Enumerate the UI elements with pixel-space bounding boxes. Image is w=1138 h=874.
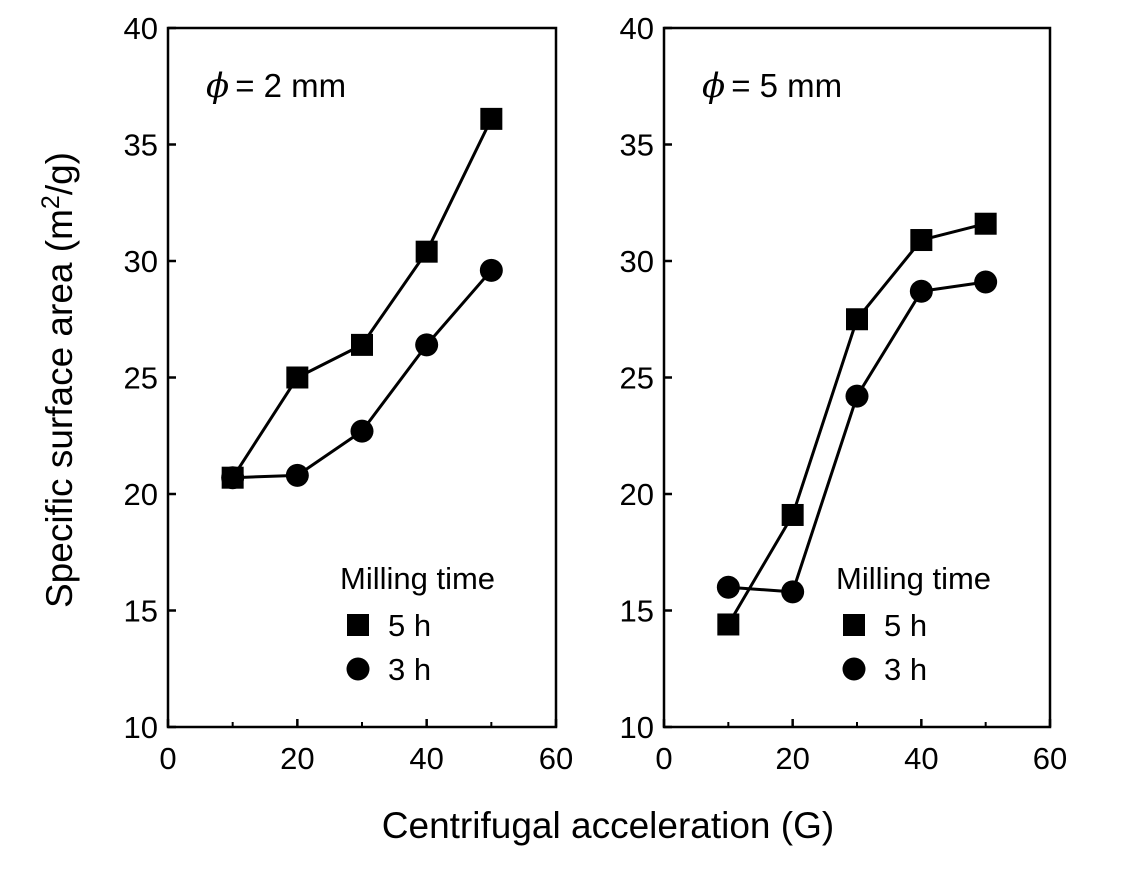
data-point-square bbox=[846, 308, 868, 331]
data-point-square bbox=[910, 229, 933, 252]
legend-label: 3 h bbox=[884, 652, 927, 687]
data-point-square bbox=[480, 107, 503, 130]
data-point-circle bbox=[479, 258, 503, 282]
x-tick-label: 20 bbox=[280, 741, 314, 776]
legend-title: Milling time bbox=[340, 561, 495, 596]
x-axis-title: Centrifugal acceleration (G) bbox=[382, 805, 834, 846]
data-point-square bbox=[286, 366, 309, 389]
legend: Milling time 5 h 3 h bbox=[836, 561, 991, 687]
y-axis-title-unit: /g) bbox=[39, 152, 80, 195]
series-3h-phi-2mm bbox=[221, 258, 503, 490]
y-tick-label: 35 bbox=[620, 128, 654, 163]
data-point-square bbox=[974, 212, 997, 235]
legend: Milling time 5 h 3 h bbox=[340, 561, 495, 687]
y-tick-label: 30 bbox=[124, 244, 158, 279]
legend-title: Milling time bbox=[836, 561, 991, 596]
y-tick-label: 20 bbox=[124, 477, 158, 512]
data-point-circle bbox=[285, 463, 309, 487]
y-axis-title: Specific surface area (m2/g) bbox=[37, 152, 80, 608]
legend-marker-circle bbox=[842, 657, 866, 681]
x-tick-label: 0 bbox=[159, 741, 176, 776]
x-tick-label: 20 bbox=[775, 741, 809, 776]
panel-annotation: ϕ = 2 mm bbox=[206, 66, 346, 106]
y-tick-label: 30 bbox=[620, 244, 654, 279]
legend-label: 5 h bbox=[388, 608, 431, 643]
series-line bbox=[232, 269, 493, 480]
x-tick-label: 40 bbox=[409, 741, 443, 776]
x-tick-label: 40 bbox=[904, 741, 938, 776]
data-point-circle bbox=[845, 384, 869, 408]
data-point-square bbox=[415, 240, 438, 263]
phi-symbol: ϕ bbox=[702, 66, 725, 106]
y-tick-label: 25 bbox=[620, 361, 654, 396]
y-tick-label: 10 bbox=[124, 710, 158, 745]
y-tick-label: 10 bbox=[620, 710, 654, 745]
data-point-circle bbox=[909, 279, 933, 303]
y-tick-label: 25 bbox=[124, 361, 158, 396]
y-axis-title-main: Specific surface area (m bbox=[39, 209, 80, 608]
data-point-square bbox=[351, 333, 373, 356]
legend-label: 5 h bbox=[884, 608, 927, 643]
y-tick-label: 40 bbox=[620, 11, 654, 46]
x-tick-label: 0 bbox=[655, 741, 672, 776]
legend-marker-square bbox=[347, 614, 369, 636]
panel-annotation-value: = 5 mm bbox=[731, 67, 842, 104]
panel-phi-5mm: 0 20 40 60 10 15 20 25 30 35 40 ϕ = 5 mm Milling time… bbox=[620, 11, 1068, 776]
data-point-circle bbox=[415, 333, 439, 357]
series-3h-phi-5mm bbox=[716, 270, 998, 604]
y-axis-title-superscript: 2 bbox=[37, 195, 65, 209]
data-point-circle bbox=[221, 466, 245, 490]
panel-annotation-value: = 2 mm bbox=[235, 67, 346, 104]
data-point-square bbox=[781, 503, 804, 526]
data-point-circle bbox=[350, 419, 374, 443]
y-tick-label: 20 bbox=[620, 477, 654, 512]
data-point-square bbox=[717, 613, 740, 636]
legend-marker-square bbox=[843, 614, 865, 636]
x-tick-label: 60 bbox=[539, 741, 573, 776]
data-point-circle bbox=[974, 270, 998, 294]
y-tick-label: 15 bbox=[124, 594, 158, 629]
panel-annotation: ϕ = 5 mm bbox=[702, 66, 842, 106]
legend-label: 3 h bbox=[388, 652, 431, 687]
data-point-circle bbox=[716, 575, 740, 599]
panel-phi-2mm: 0 20 40 60 10 15 20 25 30 35 40 ϕ = 2 mm Milling time… bbox=[124, 11, 574, 776]
data-point-circle bbox=[781, 580, 805, 604]
series-5h-phi-5mm bbox=[717, 212, 997, 636]
legend-marker-circle bbox=[346, 657, 370, 681]
phi-symbol: ϕ bbox=[206, 66, 229, 106]
y-tick-label: 15 bbox=[620, 594, 654, 629]
x-tick-label: 60 bbox=[1033, 741, 1067, 776]
y-tick-label: 35 bbox=[124, 128, 158, 163]
y-tick-label: 40 bbox=[124, 11, 158, 46]
